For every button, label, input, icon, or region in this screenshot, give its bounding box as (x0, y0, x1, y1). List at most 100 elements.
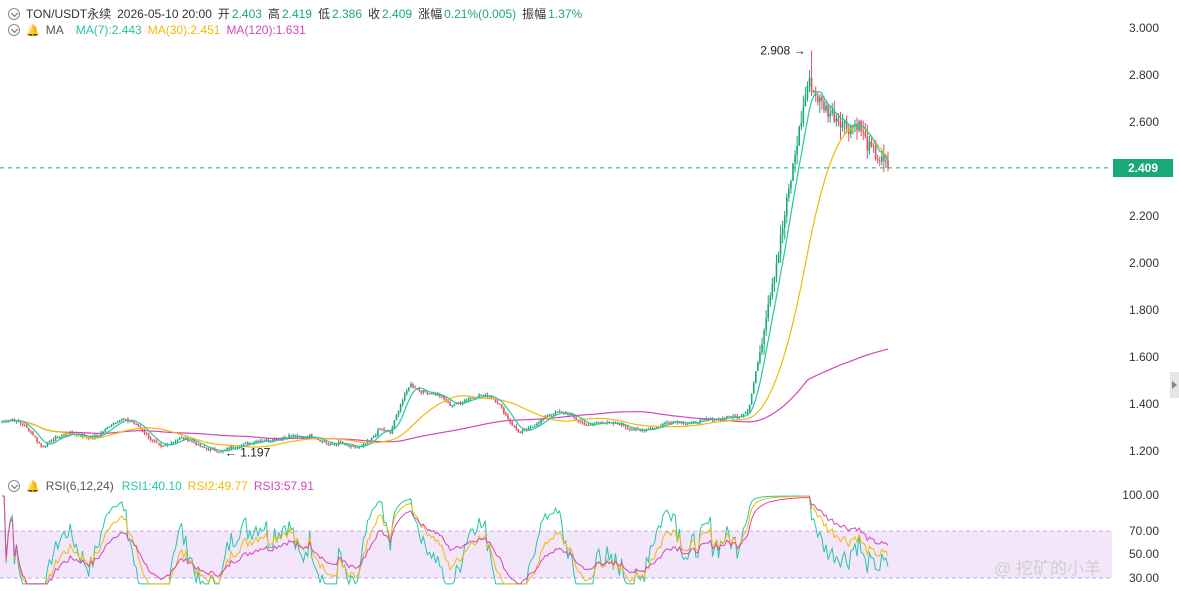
candle-body (755, 371, 757, 383)
rsi-alert-bell-icon[interactable]: 🔔 (26, 480, 40, 493)
low-label: 低 (317, 7, 330, 21)
candle-body (170, 443, 173, 445)
collapse-toggle-icon[interactable] (8, 7, 20, 20)
candle-body (197, 443, 200, 445)
change-label: 涨幅 (418, 7, 443, 21)
candle-body (48, 440, 51, 443)
candle-body (478, 395, 480, 398)
candle-body (699, 420, 701, 424)
candle-body (517, 429, 520, 433)
candle-body (575, 417, 577, 420)
close-label: 收 (368, 7, 381, 21)
candle-body (872, 146, 875, 148)
candle-body (816, 95, 819, 103)
candle-body (424, 390, 427, 393)
candle-body (441, 396, 443, 398)
candle-body (546, 416, 549, 418)
candle-body (96, 435, 98, 437)
candle-body (319, 439, 321, 442)
ma7-line (1, 90, 889, 452)
candle-body (125, 418, 127, 420)
candle-body (56, 437, 59, 439)
candle-body (589, 424, 592, 426)
candle-body (151, 440, 154, 442)
candle-body (414, 386, 416, 389)
candle-body (275, 438, 278, 441)
candle-body (850, 126, 852, 135)
candle-body (482, 395, 485, 397)
candle-body (738, 417, 741, 419)
candle-body (595, 422, 598, 424)
candle-body (705, 418, 708, 420)
candle-body (123, 418, 125, 420)
candle-body (887, 160, 889, 168)
candle-body (643, 430, 646, 432)
candle-body (44, 446, 47, 448)
candle-body (829, 113, 831, 117)
candle-body (513, 425, 515, 427)
candle-body (881, 156, 883, 162)
candle-body (837, 118, 840, 122)
candle-body (133, 421, 135, 424)
candle-body (106, 427, 109, 429)
candle-body (34, 435, 36, 438)
candle-body (521, 430, 524, 433)
candle-body (730, 416, 732, 418)
candle-body (507, 415, 509, 420)
candle-body (777, 254, 780, 264)
candle-body (641, 430, 644, 432)
candle-body (395, 414, 398, 421)
candle-body (664, 422, 666, 425)
candle-body (800, 122, 803, 127)
candle-body (490, 395, 493, 398)
low-annotation: ← 1.197 (225, 446, 271, 460)
candles (1, 50, 889, 454)
candle-body (182, 437, 185, 440)
candle-body (666, 422, 668, 424)
ma-toggle-icon[interactable] (8, 24, 20, 36)
candle-body (418, 388, 420, 391)
candle-body (790, 180, 792, 189)
candle-body (839, 121, 842, 128)
candle-body (439, 394, 441, 397)
candle-body (684, 423, 687, 425)
amplitude-value: 1.37% (548, 6, 583, 21)
candle-body (581, 421, 584, 423)
candle-body (61, 435, 63, 437)
high-label: 高 (267, 7, 280, 21)
candle-body (631, 429, 633, 431)
candle-body (496, 402, 499, 405)
candle-body (885, 160, 887, 162)
ohlc-header: TON/USDT永续 2026-05-10 20:00 开 2.403 高 2.41… (8, 5, 588, 22)
rsi1-legend: RSI1:40.10 (121, 479, 182, 493)
candle-body (519, 432, 522, 434)
alert-bell-icon[interactable]: 🔔 (26, 24, 40, 37)
candle-body (769, 296, 772, 304)
candle-body (531, 426, 534, 428)
candle-body (752, 382, 755, 394)
candle-body (831, 110, 834, 114)
candle-body (472, 397, 474, 399)
candle-body (713, 419, 716, 421)
candle-body (527, 427, 530, 431)
candle-body (131, 421, 133, 423)
candle-body (788, 188, 790, 198)
rsi-label: RSI(6,12,24) (45, 479, 114, 493)
candle-body (432, 393, 435, 395)
candle-body (333, 444, 336, 446)
candle-body (529, 426, 532, 428)
candle-body (451, 404, 454, 406)
candle-body (552, 414, 555, 416)
ma7-legend: MA(7):2.443 (75, 23, 142, 37)
candle-body (876, 159, 879, 161)
candle-body (162, 445, 164, 447)
panel-expand-handle[interactable] (1170, 372, 1179, 398)
candle-body (100, 433, 102, 436)
candle-body (259, 440, 261, 443)
candle-body (269, 441, 272, 443)
candle-body (147, 433, 150, 439)
rsi-toggle-icon[interactable] (8, 480, 20, 492)
candle-body (321, 440, 323, 442)
candle-body (430, 393, 433, 395)
